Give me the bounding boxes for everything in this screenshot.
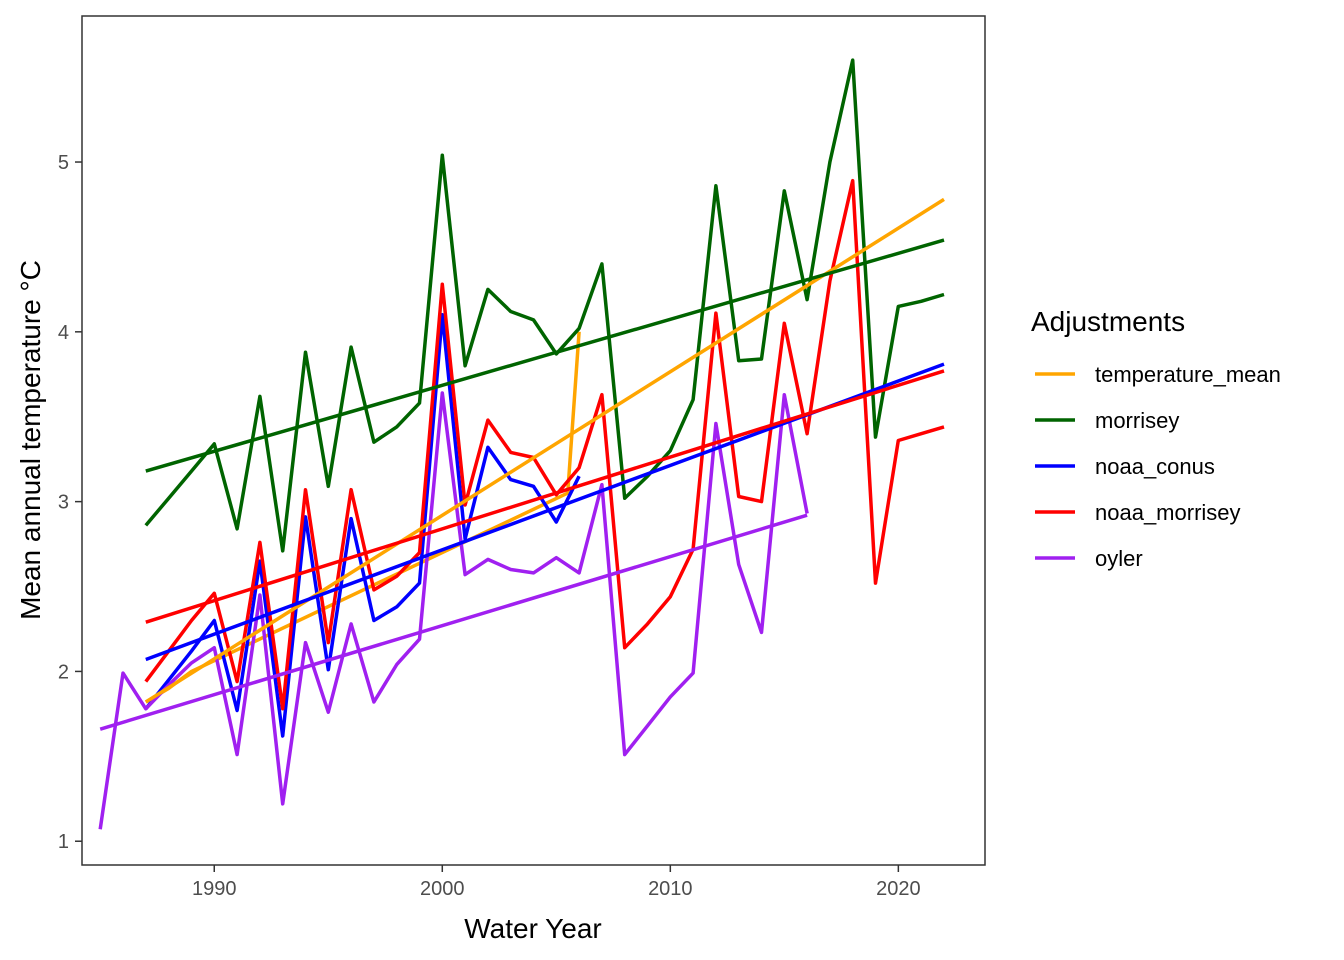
x-axis-title: Water Year [464,913,601,944]
x-tick-label: 2020 [876,878,921,900]
plot-panel-border [81,15,986,866]
legend: Adjustments temperature_mean morrisey noaa… [1031,306,1281,571]
trend-line-morrisey [145,238,945,473]
legend-label-temperature-mean: temperature_mean [1095,362,1281,387]
trend-line-oyler [99,513,808,731]
trend-line-noaa-morrisey [145,369,945,624]
y-tick-label: 3 [58,492,69,514]
series-line-morrisey [144,58,945,553]
legend-label-noaa-conus: noaa_conus [1095,454,1215,479]
series-line-oyler [98,391,809,830]
x-tick-label: 1990 [192,878,237,900]
y-axis-title: Mean annual temperature °C [15,260,46,620]
y-tick-label: 1 [58,831,69,853]
y-tick-label: 2 [58,661,69,683]
trend-line-temperature-mean [144,197,945,704]
x-tick-label: 2000 [420,878,465,900]
y-axis: 1 2 3 4 5 [58,152,82,853]
legend-label-noaa-morrisey: noaa_morrisey [1095,500,1241,525]
x-tick-label: 2010 [648,878,693,900]
plot-area [98,58,945,830]
y-tick-label: 5 [58,152,69,174]
legend-label-morrisey: morrisey [1095,408,1179,433]
series-line-noaa-morrisey [144,178,945,711]
x-axis: 1990 2000 2010 2020 [192,865,921,900]
y-tick-label: 4 [58,322,69,344]
legend-label-oyler: oyler [1095,546,1143,571]
legend-title: Adjustments [1031,306,1185,337]
